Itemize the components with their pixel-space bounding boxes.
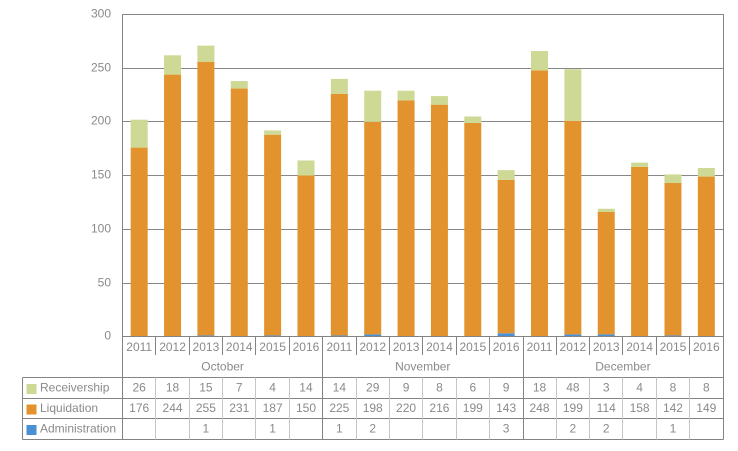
- svg-text:300: 300: [91, 7, 111, 21]
- svg-text:176: 176: [129, 401, 149, 415]
- svg-text:48: 48: [566, 381, 580, 395]
- svg-text:220: 220: [396, 401, 416, 415]
- svg-text:50: 50: [98, 276, 112, 290]
- svg-text:6: 6: [469, 381, 476, 395]
- svg-text:244: 244: [163, 401, 183, 415]
- svg-text:231: 231: [229, 401, 249, 415]
- svg-text:15: 15: [199, 381, 213, 395]
- svg-text:198: 198: [363, 401, 383, 415]
- svg-text:2015: 2015: [259, 340, 286, 354]
- svg-text:18: 18: [533, 381, 547, 395]
- svg-text:2014: 2014: [426, 340, 453, 354]
- svg-text:225: 225: [329, 401, 349, 415]
- svg-text:100: 100: [91, 222, 111, 236]
- svg-text:149: 149: [696, 401, 716, 415]
- svg-text:2012: 2012: [560, 340, 587, 354]
- svg-text:Administration: Administration: [40, 422, 116, 436]
- svg-text:1: 1: [336, 422, 343, 436]
- svg-text:18: 18: [166, 381, 180, 395]
- svg-text:187: 187: [263, 401, 283, 415]
- svg-text:8: 8: [670, 381, 677, 395]
- svg-text:199: 199: [563, 401, 583, 415]
- svg-text:Receivership: Receivership: [40, 381, 110, 395]
- svg-text:150: 150: [91, 168, 111, 182]
- svg-text:November: November: [395, 360, 450, 374]
- svg-text:2013: 2013: [593, 340, 620, 354]
- svg-text:26: 26: [133, 381, 147, 395]
- svg-text:2012: 2012: [159, 340, 186, 354]
- svg-text:9: 9: [503, 381, 510, 395]
- svg-text:216: 216: [429, 401, 449, 415]
- svg-text:2011: 2011: [126, 340, 152, 354]
- svg-text:143: 143: [496, 401, 516, 415]
- svg-text:2: 2: [570, 422, 577, 436]
- svg-text:Liquidation: Liquidation: [40, 401, 98, 415]
- svg-text:3: 3: [603, 381, 610, 395]
- svg-text:3: 3: [503, 422, 510, 436]
- svg-text:248: 248: [529, 401, 549, 415]
- svg-text:250: 250: [91, 61, 111, 75]
- svg-text:2011: 2011: [527, 340, 553, 354]
- svg-text:8: 8: [436, 381, 443, 395]
- svg-text:2016: 2016: [693, 340, 720, 354]
- svg-text:1: 1: [203, 422, 210, 436]
- svg-text:255: 255: [196, 401, 216, 415]
- svg-text:2013: 2013: [393, 340, 420, 354]
- svg-text:14: 14: [299, 381, 313, 395]
- svg-text:8: 8: [703, 381, 710, 395]
- svg-text:4: 4: [269, 381, 276, 395]
- svg-text:150: 150: [296, 401, 316, 415]
- svg-text:2013: 2013: [193, 340, 220, 354]
- svg-text:2: 2: [369, 422, 376, 436]
- svg-text:199: 199: [463, 401, 483, 415]
- svg-text:9: 9: [403, 381, 410, 395]
- svg-text:29: 29: [366, 381, 380, 395]
- svg-text:December: December: [595, 360, 650, 374]
- svg-text:October: October: [201, 360, 244, 374]
- svg-text:158: 158: [630, 401, 650, 415]
- svg-text:2015: 2015: [660, 340, 687, 354]
- svg-text:2011: 2011: [326, 340, 352, 354]
- svg-text:2012: 2012: [359, 340, 386, 354]
- svg-text:4: 4: [636, 381, 643, 395]
- svg-text:1: 1: [670, 422, 677, 436]
- svg-text:1: 1: [269, 422, 276, 436]
- svg-text:7: 7: [236, 381, 243, 395]
- svg-text:114: 114: [597, 401, 616, 415]
- svg-text:14: 14: [333, 381, 347, 395]
- svg-text:2014: 2014: [226, 340, 253, 354]
- svg-text:0: 0: [104, 329, 111, 343]
- svg-text:142: 142: [663, 401, 683, 415]
- svg-text:2016: 2016: [293, 340, 320, 354]
- svg-text:200: 200: [91, 114, 111, 128]
- svg-text:2016: 2016: [493, 340, 520, 354]
- svg-text:2: 2: [603, 422, 610, 436]
- svg-text:2015: 2015: [459, 340, 486, 354]
- svg-text:2014: 2014: [626, 340, 653, 354]
